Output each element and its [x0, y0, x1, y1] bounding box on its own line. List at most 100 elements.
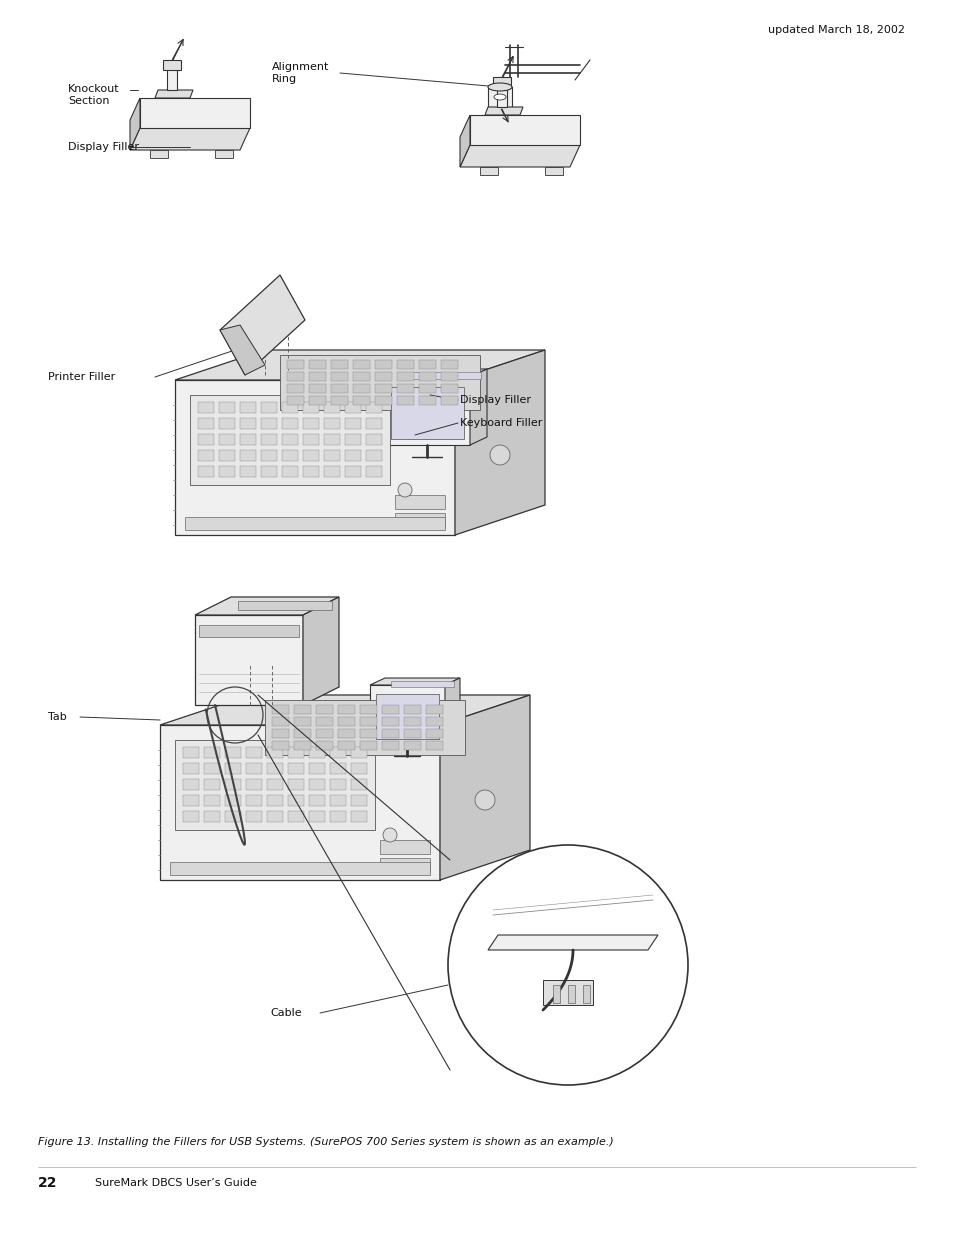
Polygon shape — [553, 986, 559, 1003]
Polygon shape — [351, 747, 367, 758]
Polygon shape — [288, 811, 304, 823]
Polygon shape — [324, 403, 339, 412]
Polygon shape — [403, 705, 420, 714]
Polygon shape — [282, 417, 297, 429]
Polygon shape — [418, 359, 436, 369]
Polygon shape — [582, 986, 589, 1003]
Polygon shape — [324, 450, 339, 461]
Text: Display Filler: Display Filler — [459, 395, 531, 405]
Polygon shape — [345, 466, 360, 477]
Polygon shape — [418, 384, 436, 393]
Polygon shape — [198, 403, 213, 412]
Polygon shape — [479, 167, 497, 175]
Polygon shape — [440, 372, 457, 382]
Polygon shape — [309, 747, 325, 758]
Polygon shape — [261, 433, 276, 445]
Polygon shape — [261, 466, 276, 477]
Ellipse shape — [488, 83, 512, 91]
Polygon shape — [198, 450, 213, 461]
Polygon shape — [359, 741, 376, 750]
Polygon shape — [488, 935, 658, 950]
Polygon shape — [287, 396, 304, 405]
Polygon shape — [303, 403, 318, 412]
Polygon shape — [219, 403, 234, 412]
Polygon shape — [204, 811, 220, 823]
Polygon shape — [315, 741, 333, 750]
Polygon shape — [345, 433, 360, 445]
Polygon shape — [375, 694, 438, 739]
Text: 22: 22 — [38, 1176, 57, 1191]
Polygon shape — [345, 417, 360, 429]
Polygon shape — [194, 615, 303, 705]
Polygon shape — [315, 729, 333, 739]
Polygon shape — [426, 741, 442, 750]
Polygon shape — [353, 359, 370, 369]
Polygon shape — [272, 741, 289, 750]
Polygon shape — [261, 417, 276, 429]
Polygon shape — [265, 700, 464, 755]
Text: updated March 18, 2002: updated March 18, 2002 — [767, 25, 904, 35]
Polygon shape — [199, 625, 298, 637]
Polygon shape — [345, 403, 360, 412]
Polygon shape — [130, 128, 250, 149]
Polygon shape — [330, 779, 346, 790]
Polygon shape — [370, 685, 444, 745]
Polygon shape — [396, 396, 414, 405]
Polygon shape — [379, 858, 430, 872]
Polygon shape — [324, 417, 339, 429]
Polygon shape — [418, 396, 436, 405]
Polygon shape — [366, 433, 381, 445]
Polygon shape — [426, 729, 442, 739]
Polygon shape — [309, 372, 326, 382]
Polygon shape — [240, 417, 255, 429]
Polygon shape — [331, 359, 348, 369]
Polygon shape — [337, 705, 355, 714]
Ellipse shape — [494, 94, 505, 100]
Polygon shape — [240, 450, 255, 461]
Polygon shape — [439, 695, 530, 881]
Polygon shape — [225, 795, 241, 806]
Polygon shape — [163, 61, 181, 70]
Polygon shape — [470, 369, 486, 445]
Polygon shape — [309, 359, 326, 369]
Polygon shape — [219, 417, 234, 429]
Circle shape — [397, 483, 412, 496]
Polygon shape — [366, 417, 381, 429]
Polygon shape — [345, 450, 360, 461]
Polygon shape — [366, 450, 381, 461]
Polygon shape — [403, 718, 420, 726]
Polygon shape — [488, 86, 512, 107]
Polygon shape — [288, 747, 304, 758]
Polygon shape — [160, 725, 439, 881]
Polygon shape — [418, 372, 436, 382]
Polygon shape — [309, 396, 326, 405]
Polygon shape — [391, 680, 454, 687]
Polygon shape — [455, 350, 544, 535]
Polygon shape — [353, 396, 370, 405]
Polygon shape — [403, 741, 420, 750]
Polygon shape — [408, 372, 480, 379]
Polygon shape — [282, 433, 297, 445]
Text: SureMark DBCS User’s Guide: SureMark DBCS User’s Guide — [95, 1178, 256, 1188]
Text: Display Filler: Display Filler — [68, 142, 139, 152]
Polygon shape — [237, 601, 332, 610]
Polygon shape — [261, 450, 276, 461]
Polygon shape — [351, 811, 367, 823]
Polygon shape — [225, 779, 241, 790]
Polygon shape — [261, 403, 276, 412]
Polygon shape — [309, 384, 326, 393]
Polygon shape — [219, 450, 234, 461]
Polygon shape — [204, 795, 220, 806]
Text: Printer Filler: Printer Filler — [48, 372, 115, 382]
Polygon shape — [337, 729, 355, 739]
Polygon shape — [240, 403, 255, 412]
Polygon shape — [366, 403, 381, 412]
Polygon shape — [542, 981, 593, 1005]
Polygon shape — [381, 705, 398, 714]
Polygon shape — [267, 763, 283, 774]
Polygon shape — [337, 718, 355, 726]
Polygon shape — [219, 466, 234, 477]
Text: Keyboard Filler: Keyboard Filler — [459, 417, 542, 429]
Polygon shape — [385, 369, 486, 377]
Polygon shape — [396, 359, 414, 369]
